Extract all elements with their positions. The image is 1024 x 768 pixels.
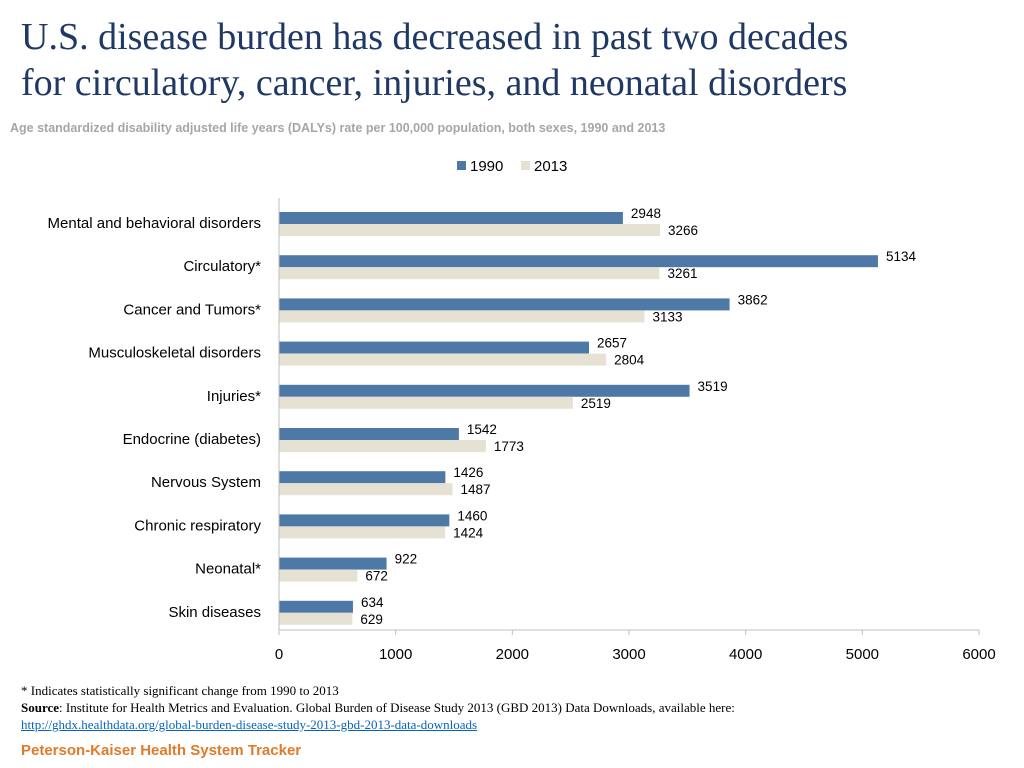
data-label-1990: 5134 <box>886 249 917 264</box>
legend-swatch-1990 <box>457 161 466 170</box>
category-label: Cancer and Tumors* <box>123 301 261 318</box>
x-tick-label: 3000 <box>612 646 645 663</box>
x-tick-label: 1000 <box>379 646 412 663</box>
chart-axis: 0 1000 2000 3000 4000 5000 6000 <box>275 198 996 663</box>
chart-legend: 1990 2013 <box>457 158 567 175</box>
x-tick-label: 2000 <box>496 646 529 663</box>
category-label: Skin diseases <box>168 604 261 621</box>
bar-2013 <box>279 526 446 539</box>
x-tick-label: 6000 <box>962 646 995 663</box>
category-label: Mental and behavioral disorders <box>48 215 261 232</box>
data-label-1990: 634 <box>361 595 384 610</box>
chart-subtitle: Age standardized disability adjusted lif… <box>10 121 666 135</box>
bar-2013 <box>279 483 453 496</box>
title-line-1: U.S. disease burden has decreased in pas… <box>21 16 849 58</box>
bar-1990 <box>279 557 387 570</box>
bar-1990 <box>279 514 450 527</box>
bar-chart: 1990 2013 Mental and behavioral disorders… <box>48 158 996 663</box>
source-link[interactable]: http://ghdx.healthdata.org/global-burden… <box>21 717 478 732</box>
category-label: Nervous System <box>151 474 261 491</box>
bar-2013 <box>279 440 486 452</box>
data-label-1990: 3862 <box>738 292 768 307</box>
title-line-2: for circulatory, cancer, injuries, and n… <box>21 62 848 104</box>
data-label-1990: 922 <box>395 552 418 567</box>
data-label-2013: 629 <box>360 612 383 627</box>
x-tick-label: 5000 <box>846 646 879 663</box>
category-label: Chronic respiratory <box>134 517 261 534</box>
brand-logo-text: Peterson-Kaiser Health System Tracker <box>21 742 302 759</box>
data-label-2013: 672 <box>365 569 388 584</box>
bar-2013 <box>279 353 607 366</box>
bar-1990 <box>279 255 878 268</box>
bar-1990 <box>279 600 353 613</box>
data-label-1990: 1426 <box>453 465 483 480</box>
footnote: * Indicates statistically significant ch… <box>21 682 1011 733</box>
bar-2013 <box>279 612 353 625</box>
category-label: Neonatal* <box>195 561 261 578</box>
x-tick-label: 0 <box>275 646 283 663</box>
bar-1990 <box>279 471 446 484</box>
bar-1990 <box>279 341 589 354</box>
chart-bars: Mental and behavioral disorders 2948 3266 C… <box>48 206 917 627</box>
bar-2013 <box>279 224 661 236</box>
bar-2013 <box>279 310 645 323</box>
category-label: Injuries* <box>207 388 261 405</box>
data-label-1990: 1542 <box>467 422 497 437</box>
category-label: Endocrine (diabetes) <box>123 431 261 448</box>
data-label-1990: 1460 <box>457 508 487 523</box>
bar-1990 <box>279 212 623 224</box>
data-label-2013: 1424 <box>453 525 484 540</box>
data-label-1990: 2657 <box>597 336 627 351</box>
bar-2013 <box>279 267 660 280</box>
bar-1990 <box>279 428 459 440</box>
category-label: Circulatory* <box>183 258 261 275</box>
data-label-2013: 1773 <box>494 439 524 454</box>
data-label-2013: 2519 <box>581 396 611 411</box>
data-label-2013: 3133 <box>653 309 683 324</box>
data-label-1990: 2948 <box>631 206 661 221</box>
bar-2013 <box>279 396 573 409</box>
x-tick-label: 4000 <box>729 646 762 663</box>
legend-swatch-2013 <box>521 161 530 170</box>
page-title: U.S. disease burden has decreased in pas… <box>21 14 1011 106</box>
source-text: : Institute for Health Metrics and Evalu… <box>59 700 735 715</box>
legend-label-2013: 2013 <box>534 158 567 175</box>
data-label-2013: 3261 <box>667 266 697 281</box>
bar-2013 <box>279 569 358 582</box>
bar-1990 <box>279 384 690 397</box>
source-label: Source <box>21 700 60 715</box>
data-label-2013: 3266 <box>668 223 698 238</box>
source-line: Source: Institute for Health Metrics and… <box>21 699 1011 716</box>
category-label: Musculoskeletal disorders <box>88 345 261 362</box>
data-label-2013: 1487 <box>460 482 490 497</box>
significance-note: * Indicates statistically significant ch… <box>21 683 339 698</box>
data-label-1990: 3519 <box>698 379 728 394</box>
legend-label-1990: 1990 <box>470 158 503 175</box>
bar-1990 <box>279 298 730 311</box>
data-label-2013: 2804 <box>614 353 645 368</box>
